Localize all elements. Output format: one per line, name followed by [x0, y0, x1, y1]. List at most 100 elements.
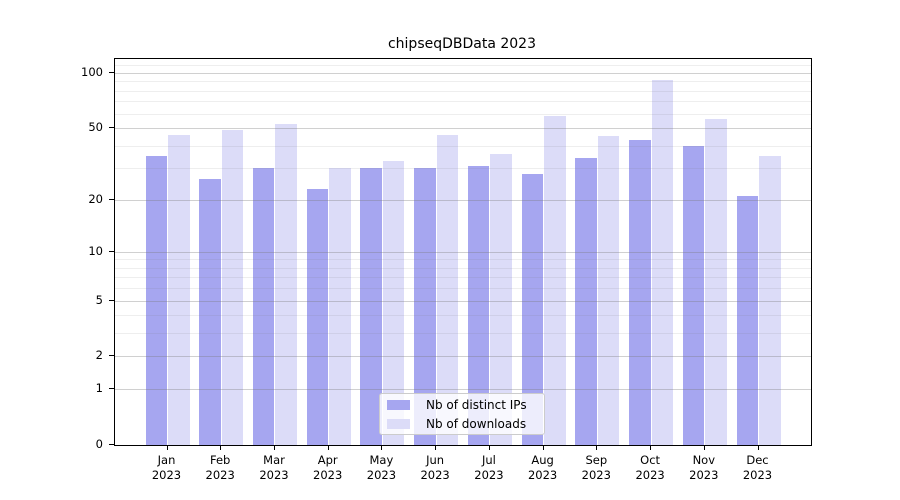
gridline-major	[115, 389, 811, 391]
x-tick-year: 2023	[313, 468, 343, 482]
gridline-minor	[115, 267, 811, 269]
x-tick-year: 2023	[420, 468, 450, 482]
x-tick-year: 2023	[742, 468, 773, 482]
x-tick-year: 2023	[689, 468, 719, 482]
bar-distinct-ips	[414, 168, 436, 445]
gridline-minor	[115, 101, 811, 103]
x-tick-year: 2023	[151, 468, 182, 482]
bar-downloads	[597, 136, 620, 445]
x-tick-year: 2023	[581, 468, 611, 482]
x-axis-tick-label: Jan 2023	[137, 453, 197, 483]
x-tick-month: Sep	[585, 453, 608, 467]
x-axis-tick-label: Aug 2023	[513, 453, 573, 483]
bar-downloads	[275, 123, 297, 445]
x-tick-month: May	[369, 453, 394, 467]
x-axis-tick	[166, 445, 168, 450]
gridline-minor	[115, 168, 811, 170]
gridline-minor	[115, 113, 811, 115]
x-axis-tick-label: Apr 2023	[298, 453, 358, 483]
legend-label: Nb of distinct IPs	[426, 397, 527, 412]
bar-downloads	[382, 160, 405, 445]
plot-area	[114, 58, 812, 446]
y-axis-tick-label: 100	[81, 65, 103, 79]
gridline-minor	[115, 333, 811, 335]
bar-downloads	[544, 116, 566, 445]
x-tick-year: 2023	[527, 468, 558, 482]
x-tick-month: Jul	[481, 453, 496, 467]
legend-row: Nb of distinct IPs	[380, 395, 544, 414]
gridline-minor	[115, 81, 811, 83]
bar-downloads	[651, 79, 674, 445]
x-tick-month: Dec	[746, 453, 769, 467]
legend: Nb of distinct IPs Nb of downloads	[379, 393, 545, 435]
x-axis-tick-label: Feb 2023	[190, 453, 250, 483]
legend-row: Nb of downloads	[380, 414, 544, 433]
chart-title: chipseqDBData 2023	[387, 36, 537, 52]
bar-distinct-ips	[306, 188, 329, 445]
y-axis-tick-label: 2	[95, 348, 103, 363]
bar-downloads	[759, 156, 781, 445]
bar-distinct-ips	[736, 195, 759, 445]
bar-distinct-ips	[521, 173, 544, 445]
legend-label: Nb of downloads	[426, 416, 527, 431]
gridline-major	[115, 251, 811, 253]
x-axis-tick	[703, 445, 705, 450]
y-axis-tick	[109, 198, 114, 200]
x-tick-month: Feb	[210, 453, 231, 467]
bar-distinct-ips	[145, 156, 167, 445]
bar-distinct-ips	[682, 145, 705, 445]
x-axis-tick-label: Oct 2023	[620, 453, 680, 483]
x-axis-tick	[381, 445, 383, 450]
gridline-minor	[115, 90, 811, 92]
x-axis-tick-label: Nov 2023	[674, 453, 734, 483]
x-tick-year: 2023	[366, 468, 397, 482]
bar-downloads	[168, 134, 190, 445]
bar-distinct-ips	[467, 165, 490, 445]
x-axis-tick	[650, 445, 652, 450]
y-axis-tick-label: 20	[88, 191, 103, 206]
y-axis-tick	[109, 299, 114, 301]
bar-distinct-ips	[199, 179, 221, 445]
gridline-major	[115, 199, 811, 201]
bar-downloads	[705, 119, 727, 445]
bar-distinct-ips	[629, 140, 651, 445]
x-axis-tick	[220, 445, 222, 450]
x-tick-year: 2023	[259, 468, 289, 482]
bar-distinct-ips	[575, 158, 597, 445]
y-axis-tick	[109, 444, 114, 445]
y-axis-tick-label: 0	[95, 437, 103, 451]
y-axis-tick	[109, 127, 114, 129]
y-axis-tick	[109, 388, 114, 390]
x-tick-month: Mar	[263, 453, 285, 467]
x-tick-year: 2023	[474, 468, 504, 482]
x-tick-year: 2023	[205, 468, 235, 482]
y-axis-tick	[109, 72, 114, 73]
x-axis-tick	[596, 445, 598, 450]
gridline-major	[115, 356, 811, 358]
x-axis-tick	[435, 445, 437, 450]
bar-downloads	[490, 153, 512, 445]
y-axis-tick	[109, 250, 114, 252]
x-axis-tick-label: Jun 2023	[405, 453, 465, 483]
gridline-minor	[115, 288, 811, 290]
x-tick-month: Aug	[531, 453, 554, 467]
x-axis-tick	[542, 445, 544, 450]
bar-downloads	[329, 168, 351, 445]
x-axis-tick-label: Dec 2023	[728, 453, 788, 483]
x-axis-tick	[488, 445, 490, 450]
y-axis-tick-label: 1	[95, 381, 103, 396]
gridline-major	[115, 128, 811, 130]
bar-distinct-ips	[360, 168, 382, 445]
x-axis-tick	[274, 445, 275, 450]
x-tick-year: 2023	[635, 468, 665, 482]
gridline-minor	[115, 145, 811, 147]
y-axis-tick-label: 5	[95, 292, 103, 307]
gridline-minor	[115, 315, 811, 317]
gridline-minor	[115, 259, 811, 261]
gridline-major	[115, 300, 811, 302]
gridline-minor	[115, 65, 811, 67]
x-axis-tick-label: May 2023	[351, 453, 411, 483]
x-tick-month: Oct	[640, 453, 661, 467]
bar-distinct-ips	[252, 168, 275, 445]
bar-downloads	[221, 129, 244, 445]
